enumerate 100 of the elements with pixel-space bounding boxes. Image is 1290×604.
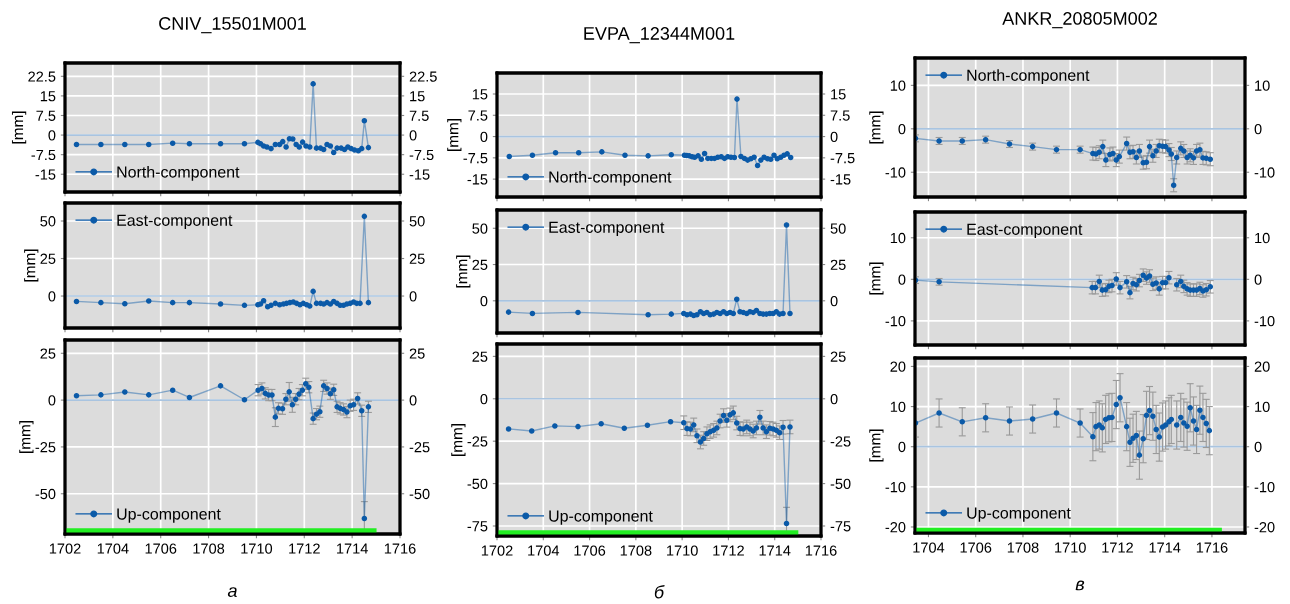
x-tick-label: 1712 bbox=[289, 543, 320, 554]
y-tick-label: -10 bbox=[885, 167, 906, 178]
y-axis-title: [mm] bbox=[19, 421, 34, 453]
legend-label: North-component bbox=[549, 170, 672, 186]
y-tick-label: -15 bbox=[35, 169, 56, 180]
y-axis-title: [mm] bbox=[24, 249, 39, 282]
y-tick-label: 22.5 bbox=[28, 71, 56, 82]
x-tick-label: 1708 bbox=[620, 545, 652, 556]
y2-tick-label: -7.5 bbox=[409, 149, 434, 161]
y2-tick-label: 15 bbox=[410, 91, 425, 102]
y-axis-title: [mm] bbox=[11, 111, 27, 144]
y-tick-label: 50 bbox=[40, 216, 56, 227]
x-tick-label: 1712 bbox=[1102, 542, 1133, 553]
y-tick-label: 0 bbox=[898, 274, 906, 285]
y-tick-label: -20 bbox=[885, 522, 906, 533]
y2-tick-label: 0 bbox=[1254, 441, 1262, 453]
x-tick-label: 1708 bbox=[193, 543, 225, 554]
x-tick-label: 1704 bbox=[528, 545, 560, 556]
y-tick-label: 25 bbox=[40, 348, 56, 359]
x-tick-label: 1716 bbox=[805, 545, 837, 556]
y2-tick-label: -10 bbox=[1254, 167, 1275, 178]
y-tick-label: 0 bbox=[480, 131, 488, 142]
y-tick-label: -7.5 bbox=[31, 149, 56, 161]
y2-tick-label: -7.5 bbox=[830, 153, 855, 164]
y2-tick-label: 25 bbox=[830, 351, 846, 362]
y2-tick-label: 10 bbox=[1255, 401, 1270, 412]
y2-tick-label: 0 bbox=[409, 291, 417, 302]
y2-tick-label: 15 bbox=[831, 89, 846, 100]
y-tick-label: 15 bbox=[40, 91, 56, 102]
y-axis-title: [mm] bbox=[456, 255, 471, 288]
x-tick-label: 1708 bbox=[1007, 542, 1039, 553]
x-tick-label: 1716 bbox=[384, 543, 416, 554]
y2-tick-label: 0 bbox=[830, 131, 838, 142]
x-tick-label: 1706 bbox=[145, 543, 177, 554]
y-tick-label: -50 bbox=[35, 488, 56, 500]
x-tick-label: 1710 bbox=[241, 543, 273, 554]
legend-label: Up-component bbox=[967, 507, 1071, 522]
legend-label: Up-component bbox=[549, 510, 653, 525]
y2-tick-label: 10 bbox=[1255, 80, 1270, 91]
x-tick-label: 1710 bbox=[1055, 542, 1086, 553]
x-tick-label: 1714 bbox=[337, 543, 368, 554]
y-tick-label: 10 bbox=[890, 232, 906, 244]
y2-tick-label: 50 bbox=[830, 223, 846, 234]
y2-tick-label: 10 bbox=[1255, 232, 1270, 244]
legend-label: East-component bbox=[117, 214, 233, 230]
y-tick-label: -25 bbox=[35, 442, 56, 453]
y-tick-label: -75 bbox=[467, 521, 488, 532]
y2-tick-label: -50 bbox=[409, 488, 430, 500]
y2-tick-label: 20 bbox=[1254, 361, 1270, 372]
text: б bbox=[654, 585, 665, 599]
y2-tick-label: 25 bbox=[409, 348, 425, 359]
legend-label: North-component bbox=[967, 69, 1090, 85]
y-tick-label: -10 bbox=[885, 315, 906, 327]
x-tick-label: 1702 bbox=[49, 543, 81, 554]
y-tick-label: -25 bbox=[467, 436, 488, 447]
text: в bbox=[1075, 580, 1085, 591]
y-tick-label: 7.5 bbox=[468, 110, 488, 121]
y-tick-label: 0 bbox=[898, 123, 906, 135]
y-tick-label: 0 bbox=[48, 395, 56, 406]
y-tick-label: 10 bbox=[890, 80, 906, 91]
y2-tick-label: 25 bbox=[830, 259, 846, 270]
y2-tick-label: 0 bbox=[409, 395, 417, 406]
y2-tick-label: 50 bbox=[409, 216, 425, 227]
y2-tick-label: 0 bbox=[409, 130, 417, 141]
y-tick-label: 20 bbox=[890, 361, 906, 372]
y-tick-label: 15 bbox=[472, 89, 488, 100]
legend-label: East-component bbox=[967, 223, 1083, 239]
y-tick-label: 0 bbox=[898, 441, 906, 453]
y-axis-title: [mm] bbox=[451, 424, 466, 456]
y-tick-label: 0 bbox=[48, 130, 56, 141]
x-tick-label: 1704 bbox=[913, 542, 945, 553]
y2-tick-label: -20 bbox=[1254, 522, 1275, 533]
y2-tick-label: -50 bbox=[830, 478, 851, 490]
y-tick-label: -10 bbox=[885, 481, 906, 493]
y-tick-label: -50 bbox=[467, 478, 488, 490]
y2-tick-label: -25 bbox=[830, 436, 851, 447]
y2-tick-label: 0 bbox=[1254, 274, 1262, 285]
y-tick-label: 50 bbox=[472, 223, 488, 234]
y2-tick-label: -10 bbox=[1254, 315, 1275, 327]
x-tick-label: 1706 bbox=[574, 545, 606, 556]
x-tick-label: 1706 bbox=[960, 542, 992, 553]
y2-tick-label: -15 bbox=[409, 169, 430, 180]
y-tick-label: 0 bbox=[480, 393, 488, 405]
y2-tick-label: -25 bbox=[409, 442, 430, 453]
y-tick-label: 0 bbox=[480, 295, 488, 307]
x-tick-label: 1710 bbox=[667, 545, 698, 556]
y-tick-label: -15 bbox=[467, 174, 488, 185]
y-tick-label: -7.5 bbox=[463, 153, 488, 164]
y2-tick-label: 7.5 bbox=[830, 110, 850, 121]
x-tick-label: 1714 bbox=[759, 545, 791, 556]
legend-label: East-component bbox=[549, 221, 665, 237]
y2-tick-label: 0 bbox=[830, 393, 838, 405]
legend-label: Up-component bbox=[117, 508, 221, 523]
y-tick-label: 25 bbox=[40, 253, 56, 264]
y-axis-title: [mm] bbox=[869, 111, 884, 144]
text: а bbox=[227, 587, 237, 598]
y-axis-title: [mm] bbox=[869, 262, 884, 295]
x-tick-label: 1704 bbox=[97, 543, 129, 554]
y2-tick-label: -15 bbox=[830, 174, 851, 185]
y-tick-label: 25 bbox=[472, 259, 488, 270]
